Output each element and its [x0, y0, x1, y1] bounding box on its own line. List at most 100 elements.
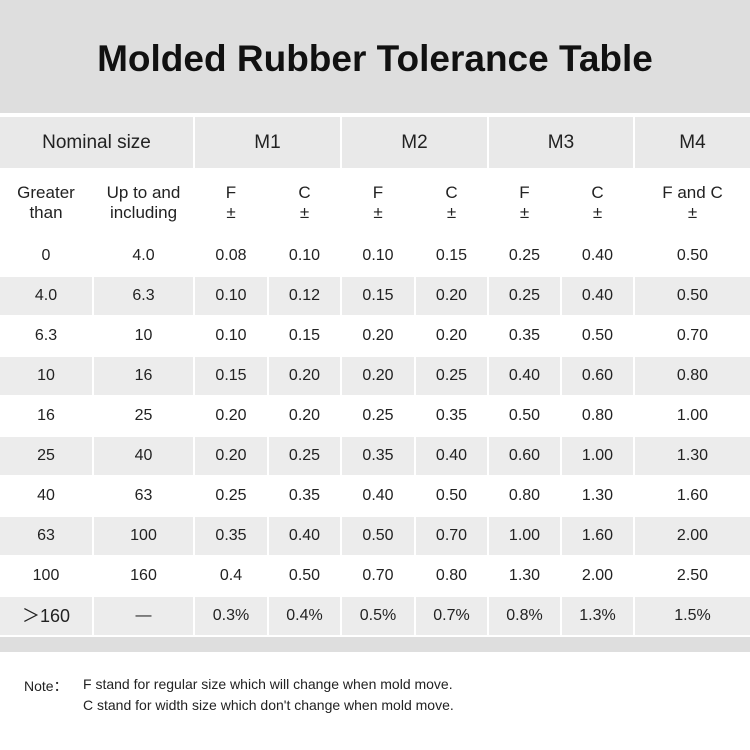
subheader-line: ± — [519, 203, 530, 222]
table-cell: 0.15 — [269, 317, 340, 355]
table-cell: 0.20 — [416, 277, 487, 315]
table-cell: 0.80 — [416, 557, 487, 595]
subheader-line: Greater — [17, 183, 75, 202]
table-cell: 0.20 — [269, 397, 340, 435]
table-cell: 100 — [94, 517, 193, 555]
table-cell: 0.50 — [269, 557, 340, 595]
subheader-cell: Greater than — [0, 170, 92, 236]
header-cell: M2 — [342, 117, 487, 168]
subheader-cell: C ± — [416, 170, 487, 236]
note-line: C stand for width size which don't chang… — [83, 697, 454, 713]
subheader-line: ± — [299, 203, 310, 222]
table-cell: 40 — [94, 437, 193, 475]
subheader-line: C — [298, 183, 311, 202]
subheader-line: F — [519, 183, 530, 202]
table-cell: 0.20 — [269, 357, 340, 395]
note-line: F stand for regular size which will chan… — [83, 676, 453, 692]
subheader-line: C — [591, 183, 604, 202]
table-cell: 0.80 — [489, 477, 560, 515]
table-cell: 0.20 — [195, 437, 267, 475]
table-cell: 4.0 — [0, 277, 92, 315]
table-cell: 0.35 — [489, 317, 560, 355]
table-cell: 1.5% — [635, 597, 750, 635]
table-cell: 10 — [94, 317, 193, 355]
subheader-line: ± — [373, 203, 383, 222]
table-cell: 0.50 — [416, 477, 487, 515]
subheader-cell: F ± — [489, 170, 560, 236]
table-cell: 0.50 — [635, 277, 750, 315]
table-cell: 10 — [0, 357, 92, 395]
table-cell: 0.20 — [195, 397, 267, 435]
subheader-line: ± — [226, 203, 236, 222]
table-cell: 0.10 — [195, 277, 267, 315]
table-cell: 0.35 — [269, 477, 340, 515]
table-cell: 0.10 — [195, 317, 267, 355]
table-cell: 1.60 — [635, 477, 750, 515]
table-cell: 0.15 — [195, 357, 267, 395]
table-cell: 0.5% — [342, 597, 414, 635]
table-cell: 6.3 — [94, 277, 193, 315]
note-label: Note： — [24, 678, 68, 694]
footer-band — [0, 637, 750, 652]
header-cell: M3 — [489, 117, 633, 168]
table-cell: 1.00 — [489, 517, 560, 555]
table-cell: 0.70 — [635, 317, 750, 355]
title-band — [0, 0, 750, 113]
subheader-line: than — [29, 203, 63, 222]
table-cell: 0.25 — [489, 237, 560, 275]
table-cell: 25 — [94, 397, 193, 435]
table-cell: 0.70 — [416, 517, 487, 555]
table-cell: 0.60 — [489, 437, 560, 475]
subheader-line: Up to and — [106, 183, 181, 202]
table-cell: 0.70 — [342, 557, 414, 595]
table-cell: 0.15 — [416, 237, 487, 275]
table-cell: 0.20 — [416, 317, 487, 355]
table-cell: 4.0 — [94, 237, 193, 275]
table-cell: 16 — [0, 397, 92, 435]
subheader-line: C — [445, 183, 458, 202]
table-cell: 0.10 — [269, 237, 340, 275]
table-cell: 0.40 — [562, 237, 633, 275]
table-cell: 0.15 — [342, 277, 414, 315]
table-cell: 0.35 — [195, 517, 267, 555]
table-cell: 0.50 — [562, 317, 633, 355]
table-cell: 0.25 — [269, 437, 340, 475]
table-cell: 0.25 — [416, 357, 487, 395]
table-cell: 0.40 — [342, 477, 414, 515]
table-cell: 1.00 — [635, 397, 750, 435]
table-cell: 0.20 — [342, 317, 414, 355]
subheader-line: F — [225, 183, 237, 202]
table-cell: 1.30 — [489, 557, 560, 595]
table-cell: 63 — [0, 517, 92, 555]
table-cell: 0.25 — [342, 397, 414, 435]
header-cell: M4 — [635, 117, 750, 168]
subheader-cell: C ± — [562, 170, 633, 236]
table-cell: 40 — [0, 477, 92, 515]
table-cell: 2.50 — [635, 557, 750, 595]
subheader-line: F and C — [662, 183, 723, 202]
table-cell: 0.10 — [342, 237, 414, 275]
table-cell: 0.50 — [635, 237, 750, 275]
table-cell: 0.40 — [562, 277, 633, 315]
table-cell: 0.25 — [195, 477, 267, 515]
table-cell: 0.60 — [562, 357, 633, 395]
table-cell: 0.40 — [416, 437, 487, 475]
table-cell: 25 — [0, 437, 92, 475]
table-cell: ＞160 — [0, 597, 92, 635]
table-cell: 0.8% — [489, 597, 560, 635]
table-cell: 0.25 — [489, 277, 560, 315]
table-cell: 1.00 — [562, 437, 633, 475]
subheader-line: ± — [687, 203, 698, 222]
table-cell: 0.7% — [416, 597, 487, 635]
subheader-cell: F and C ± — [635, 170, 750, 236]
title: Molded Rubber Tolerance Table — [97, 38, 653, 79]
table-cell: 0.40 — [269, 517, 340, 555]
table-cell: 0.3% — [195, 597, 267, 635]
table-cell: 0.40 — [489, 357, 560, 395]
table-cell: 0.4 — [195, 557, 267, 595]
table-cell: 0.08 — [195, 237, 267, 275]
table-cell: — — [94, 597, 193, 635]
table-cell: 0.20 — [342, 357, 414, 395]
subheader-line: ± — [446, 203, 457, 222]
table-cell: 0.50 — [342, 517, 414, 555]
